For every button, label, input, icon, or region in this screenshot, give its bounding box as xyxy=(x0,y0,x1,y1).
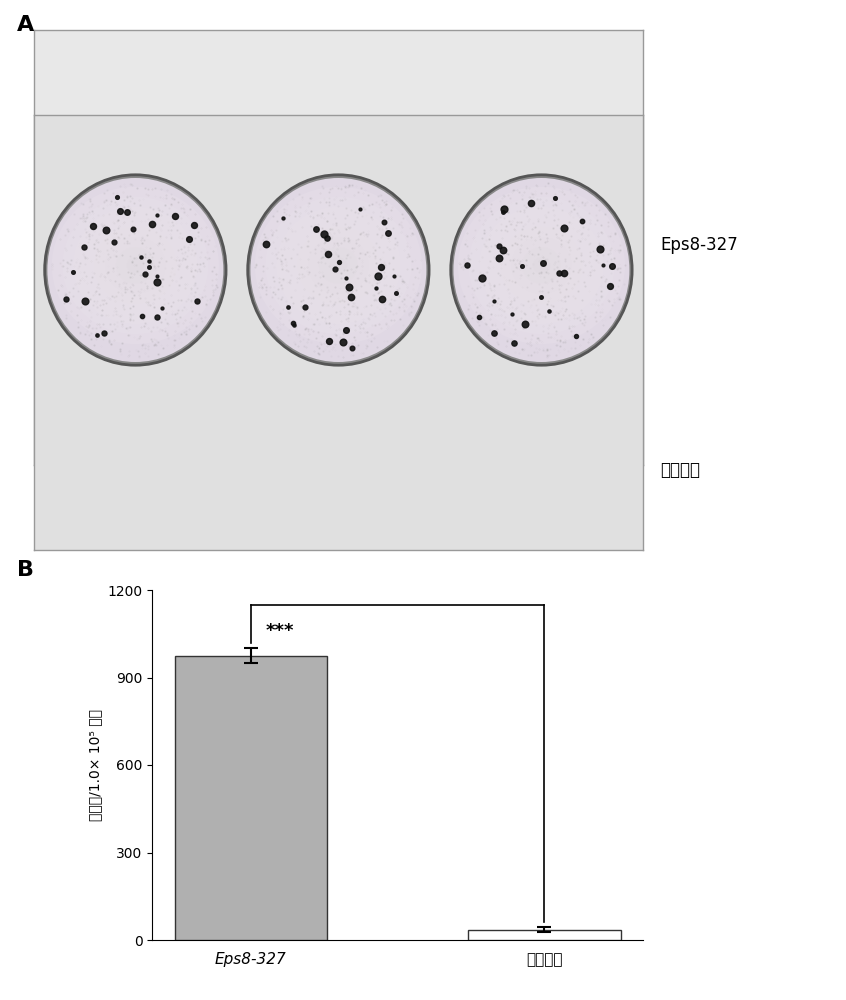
Ellipse shape xyxy=(469,197,614,334)
Ellipse shape xyxy=(298,227,379,304)
Ellipse shape xyxy=(84,217,187,314)
Ellipse shape xyxy=(479,207,604,324)
Ellipse shape xyxy=(250,178,426,362)
Ellipse shape xyxy=(522,247,561,284)
Ellipse shape xyxy=(63,197,208,334)
Ellipse shape xyxy=(266,197,411,334)
Ellipse shape xyxy=(319,247,358,284)
Bar xyxy=(174,656,327,940)
Text: ***: *** xyxy=(266,622,294,640)
Text: Eps8-327: Eps8-327 xyxy=(660,236,738,254)
Ellipse shape xyxy=(73,207,198,324)
Ellipse shape xyxy=(248,175,429,365)
Ellipse shape xyxy=(453,178,629,362)
Ellipse shape xyxy=(105,237,166,294)
Text: B: B xyxy=(17,560,34,580)
Ellipse shape xyxy=(490,217,593,314)
Ellipse shape xyxy=(52,187,219,344)
Ellipse shape xyxy=(47,178,223,362)
Ellipse shape xyxy=(45,175,226,365)
Ellipse shape xyxy=(127,257,144,274)
Bar xyxy=(468,930,621,940)
Ellipse shape xyxy=(330,257,347,274)
Ellipse shape xyxy=(511,237,572,294)
Ellipse shape xyxy=(501,227,582,304)
Text: 溶剂对照: 溶剂对照 xyxy=(660,461,700,479)
Y-axis label: 斌点数/1.0× 10⁵ 细胞: 斌点数/1.0× 10⁵ 细胞 xyxy=(88,709,102,821)
Ellipse shape xyxy=(451,175,632,365)
Ellipse shape xyxy=(255,187,422,344)
Text: A: A xyxy=(17,15,34,35)
Ellipse shape xyxy=(276,207,401,324)
Ellipse shape xyxy=(287,217,390,314)
Ellipse shape xyxy=(458,187,625,344)
Ellipse shape xyxy=(308,237,369,294)
Ellipse shape xyxy=(533,257,550,274)
Ellipse shape xyxy=(95,227,176,304)
Ellipse shape xyxy=(116,247,155,284)
